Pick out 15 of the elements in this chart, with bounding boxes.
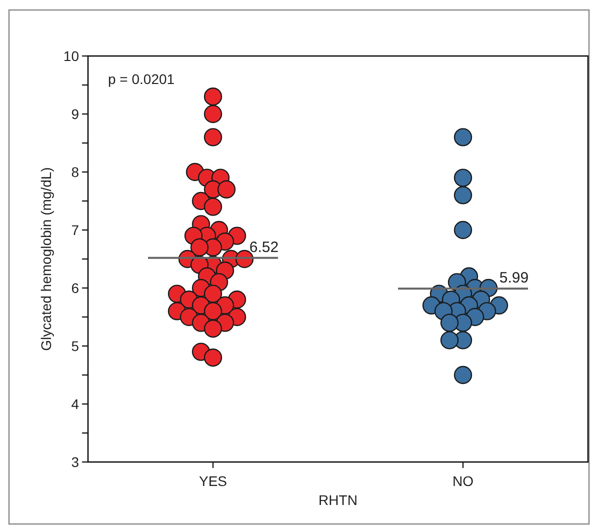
- y-axis-title: Glycated hemoglobin (mg/dL): [38, 167, 54, 351]
- annotation: p = 0.0201: [108, 71, 175, 87]
- y-tick-label: 3: [71, 454, 80, 470]
- y-tick-label: 6: [71, 280, 80, 296]
- x-tick-label: NO: [452, 473, 474, 489]
- y-tick-label: 8: [71, 164, 80, 180]
- x-tick-label: YES: [198, 473, 228, 489]
- annotation: 6.52: [249, 238, 279, 256]
- y-tick-label: 5: [71, 338, 80, 354]
- annotation: 5.99: [499, 270, 529, 287]
- y-tick-label: 4: [71, 396, 80, 412]
- x-axis-title: RHTN: [318, 492, 358, 508]
- y-tick-label: 10: [63, 48, 80, 64]
- y-tick-label: 9: [71, 106, 80, 122]
- y-tick-label: 7: [71, 222, 80, 238]
